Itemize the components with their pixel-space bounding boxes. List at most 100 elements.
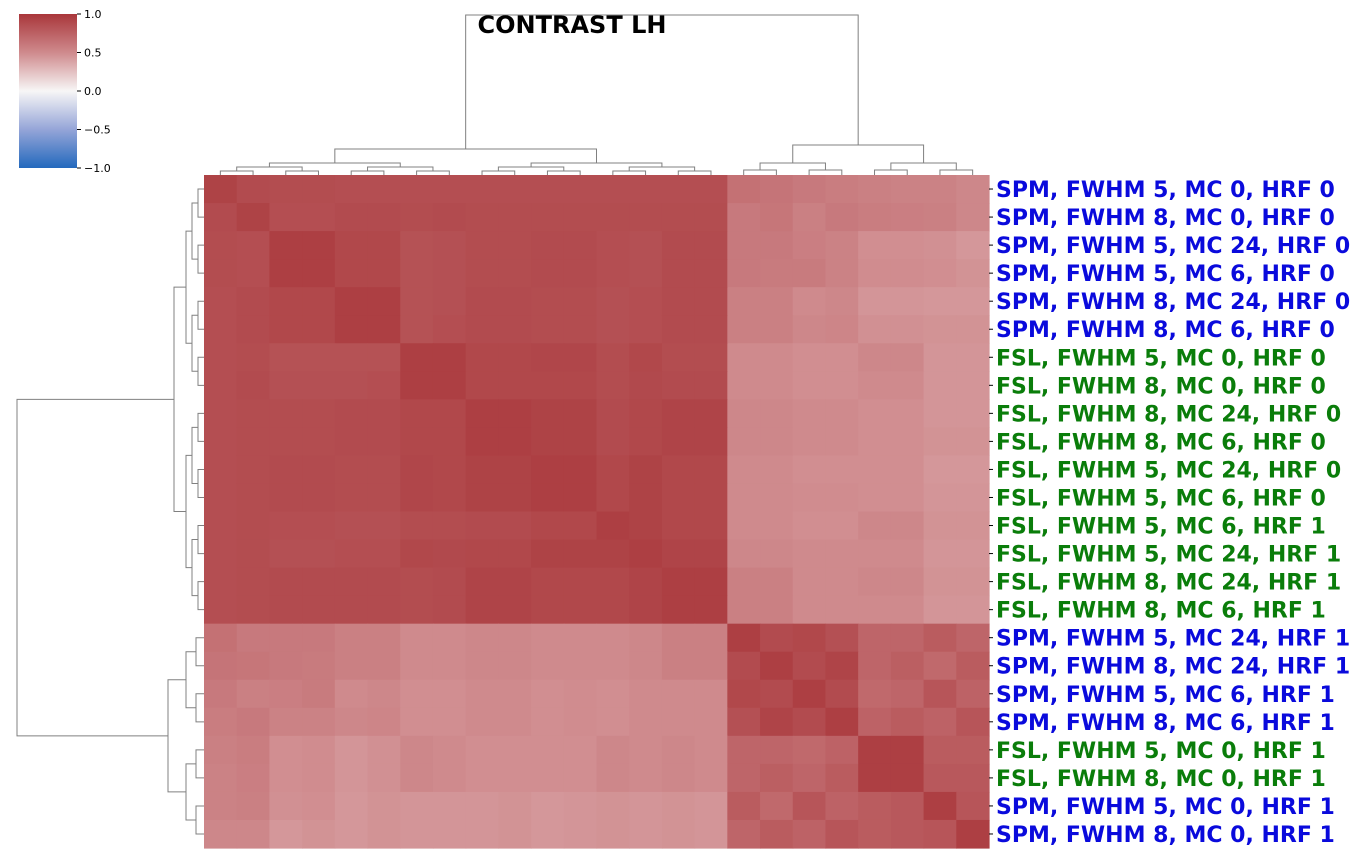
heatmap-cell: [302, 175, 336, 204]
heatmap-cell: [465, 259, 499, 288]
heatmap-cell: [890, 315, 925, 344]
heatmap-cell: [760, 791, 794, 821]
heatmap-cell: [825, 623, 859, 653]
heatmap-cell: [563, 763, 598, 793]
heatmap-cell: [661, 371, 696, 400]
heatmap-cell: [465, 707, 499, 737]
heatmap-cell: [923, 427, 957, 457]
heatmap-cell: [204, 567, 238, 597]
dendrogram-link: [197, 412, 204, 442]
heatmap-cell: [367, 539, 401, 569]
heatmap-cell: [727, 819, 761, 849]
heatmap-cell: [825, 483, 859, 513]
dendrogram-link: [195, 805, 204, 835]
heatmap-cell: [236, 371, 271, 400]
row-label: FSL, FWHM 8, MC 0, HRF 0: [996, 374, 1326, 399]
heatmap-cell: [858, 623, 892, 653]
heatmap-cell: [334, 231, 369, 260]
heatmap-cell: [367, 259, 401, 288]
heatmap-cell: [596, 259, 630, 288]
heatmap-cell: [890, 259, 925, 288]
heatmap-cell: [367, 763, 401, 793]
heatmap-cell: [825, 287, 859, 316]
heatmap-cell: [727, 623, 761, 653]
heatmap-cell: [596, 539, 630, 569]
heatmap-cell: [596, 707, 630, 737]
heatmap-cell: [956, 175, 990, 204]
dendrogram-link: [167, 679, 186, 793]
heatmap-cell: [334, 399, 369, 428]
heatmap-cell: [204, 315, 238, 344]
heatmap-cell: [334, 791, 369, 821]
heatmap-cell: [760, 203, 794, 232]
heatmap-cell: [432, 679, 467, 709]
heatmap-cell: [563, 679, 598, 709]
colorbar-tick-label: 0.5: [84, 47, 102, 60]
heatmap-cell: [629, 539, 663, 569]
heatmap-cell: [236, 679, 271, 709]
heatmap-cell: [400, 455, 434, 485]
heatmap-cell: [792, 595, 827, 625]
heatmap-cell: [858, 595, 892, 625]
heatmap-cell: [236, 343, 271, 372]
row-label: FSL, FWHM 8, MC 6, HRF 0: [996, 430, 1326, 455]
dendrogram-link: [808, 169, 843, 175]
heatmap-cell: [236, 427, 271, 457]
heatmap-cell: [661, 287, 696, 316]
heatmap-cell: [760, 623, 794, 653]
heatmap-cell: [302, 539, 336, 569]
row-label: FSL, FWHM 5, MC 6, HRF 0: [996, 486, 1326, 511]
heatmap-cell: [204, 455, 238, 485]
heatmap-cell: [694, 679, 728, 709]
heatmap-cell: [694, 203, 728, 232]
heatmap-cell: [792, 539, 827, 569]
dendrogram-link: [530, 162, 663, 167]
row-label: FSL, FWHM 8, MC 0, HRF 1: [996, 767, 1326, 792]
heatmap-cell: [890, 539, 925, 569]
heatmap-cell: [694, 707, 728, 737]
heatmap-cell: [596, 595, 630, 625]
heatmap-cell: [596, 427, 630, 457]
heatmap-cell: [858, 819, 892, 849]
heatmap-cell: [923, 595, 957, 625]
heatmap-cell: [367, 427, 401, 457]
heatmap-cell: [661, 175, 696, 204]
heatmap-cell: [792, 735, 827, 765]
heatmap-cell: [531, 483, 565, 513]
dendrogram-link: [195, 693, 204, 723]
heatmap-cell: [465, 399, 499, 428]
heatmap-cell: [923, 651, 957, 681]
heatmap-cell: [334, 287, 369, 316]
heatmap-cell: [334, 483, 369, 513]
heatmap-cell: [367, 343, 401, 372]
heatmap-cell: [432, 567, 467, 597]
heatmap-cell: [269, 483, 303, 513]
heatmap-cell: [890, 427, 925, 457]
heatmap-cell: [596, 203, 630, 232]
heatmap-cell: [563, 175, 598, 204]
heatmap-cell: [694, 791, 728, 821]
dendrogram-link: [185, 651, 196, 709]
heatmap-cell: [661, 735, 696, 765]
heatmap-cell: [596, 511, 630, 541]
heatmap-cell: [760, 343, 794, 372]
heatmap-cell: [302, 735, 336, 765]
heatmap-cell: [890, 511, 925, 541]
heatmap-cell: [923, 399, 957, 428]
heatmap-cell: [596, 791, 630, 821]
heatmap-cell: [563, 735, 598, 765]
heatmap-cell: [923, 203, 957, 232]
dendrogram-link: [481, 170, 516, 175]
row-label: SPM, FWHM 5, MC 0, HRF 0: [996, 178, 1335, 203]
heatmap-cell: [694, 287, 728, 316]
dendrogram-link: [185, 454, 192, 569]
heatmap-cell: [727, 343, 761, 372]
heatmap-cell: [825, 231, 859, 260]
heatmap-cell: [269, 427, 303, 457]
heatmap-cell: [890, 595, 925, 625]
heatmap-cell: [400, 315, 434, 344]
heatmap-cell: [367, 371, 401, 400]
heatmap-cell: [923, 567, 957, 597]
heatmap-cell: [563, 315, 598, 344]
heatmap-cell: [727, 203, 761, 232]
